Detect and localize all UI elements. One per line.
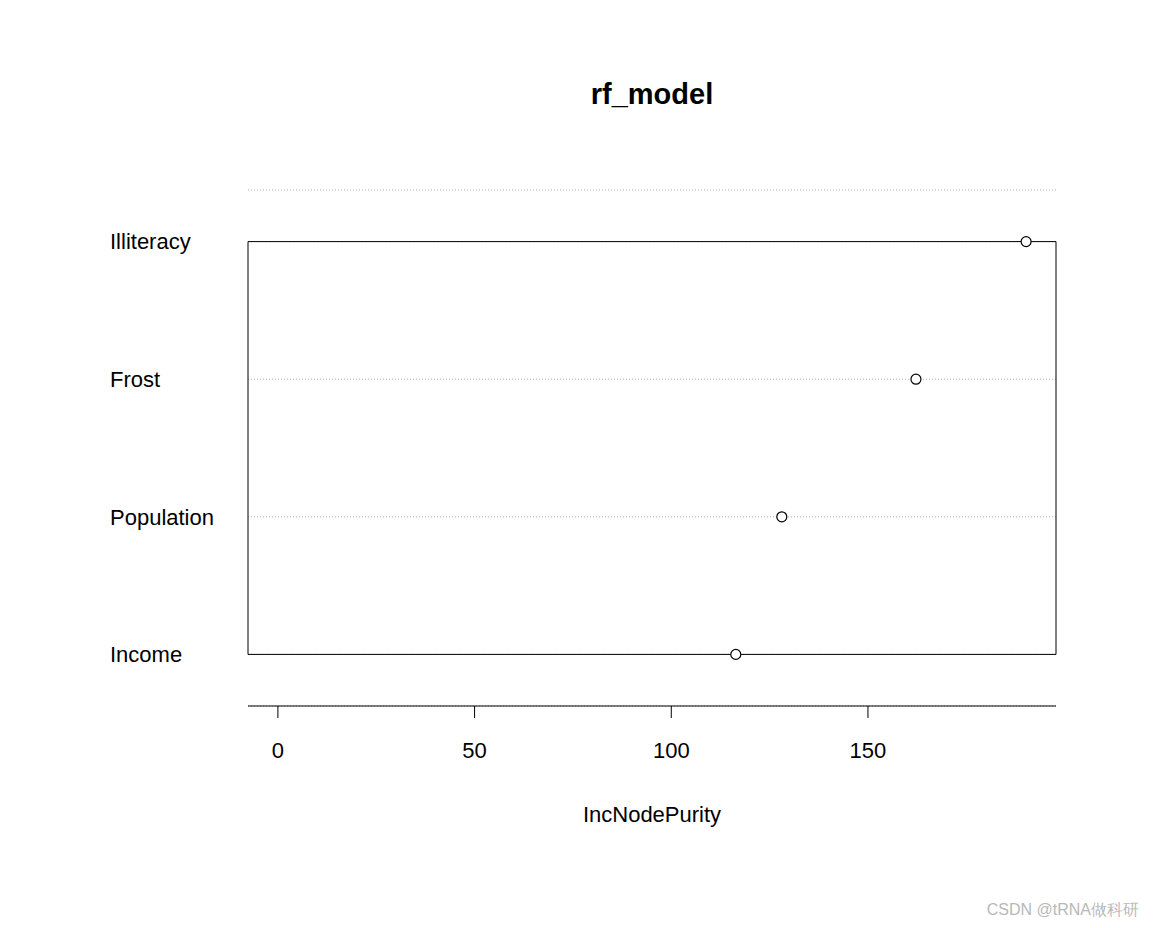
- svg-text:Frost: Frost: [110, 367, 160, 392]
- svg-text:100: 100: [653, 738, 690, 763]
- svg-text:Illiteracy: Illiteracy: [110, 229, 191, 254]
- html-text:IncNodePurity: IncNodePurity: [582, 802, 722, 827]
- svg-text:50: 50: [462, 738, 486, 763]
- svg-text:150: 150: [850, 738, 887, 763]
- html-text:rf_model: rf_model: [590, 78, 714, 110]
- html-text:CSDN @tRNA做科研: CSDN @tRNA做科研: [986, 901, 1139, 918]
- svg-text:Population: Population: [110, 505, 214, 530]
- svg-text:0: 0: [272, 738, 284, 763]
- svg-text:Income: Income: [110, 642, 182, 667]
